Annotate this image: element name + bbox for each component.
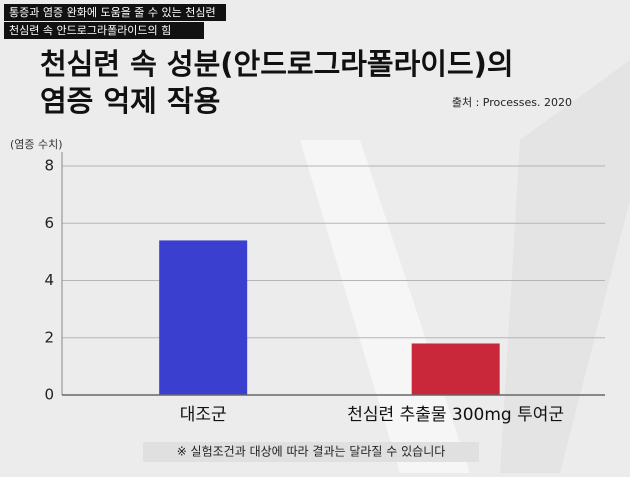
decor (500, 60, 630, 473)
tag-box (4, 4, 226, 21)
footnote: ※ 실험조건과 대상에 따라 결과는 달라질 수 있습니다 (177, 445, 446, 459)
chart-title: 천심련 속 성분(안드로그라폴라이드)의 (40, 47, 514, 81)
y-tick-label: 4 (44, 271, 54, 289)
y-tick-label: 0 (44, 386, 54, 404)
y-axis-label: (염증 수치) (10, 138, 63, 151)
y-tick-label: 6 (44, 214, 54, 232)
tag-box (4, 22, 204, 39)
chart-title: 염증 억제 작용 (40, 84, 220, 118)
y-tick-label: 2 (44, 328, 54, 346)
y-tick-label: 8 (44, 157, 54, 175)
tag: 천심련 속 안드로그라폴라이드의 힘 (9, 23, 171, 37)
source: 출처 : Processes. 2020 (452, 96, 572, 109)
x-tick-label: 천심련 추출물 300mg 투여군 (347, 405, 564, 425)
bar (411, 343, 500, 395)
x-tick-label: 대조군 (180, 405, 227, 425)
footnote-box (143, 442, 479, 462)
tag: 통증과 염증 완화에 도움을 줄 수 있는 천심련 (9, 5, 216, 19)
bar (159, 240, 248, 395)
